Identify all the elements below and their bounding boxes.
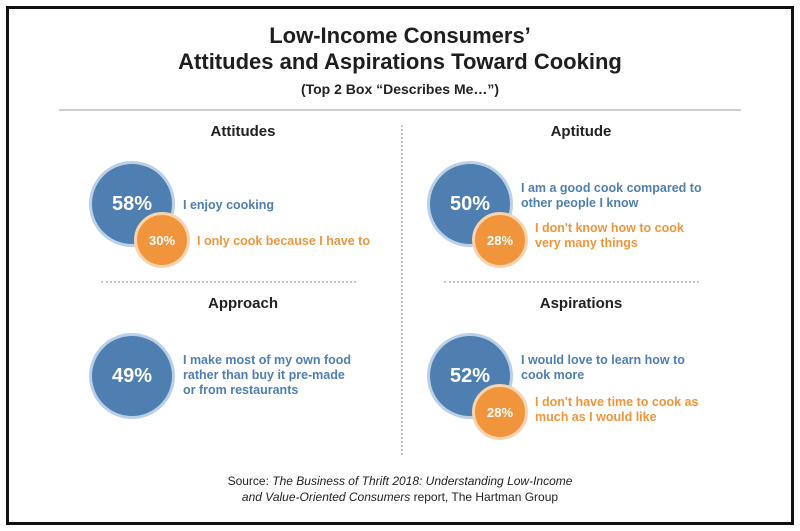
source-prefix: Source: <box>227 474 273 488</box>
source-title-1: The Business of Thrift 2018: Understandi… <box>272 474 573 488</box>
vertical-divider <box>401 125 403 455</box>
panel-heading: Aptitude <box>550 123 612 140</box>
value-circle-large: 52% <box>427 333 513 419</box>
item-label: I enjoy cooking <box>183 198 274 212</box>
value-circle-large: 49% <box>89 333 175 419</box>
panel-aspirations: Aspirations 52% 28% I would love to lear… <box>411 295 751 445</box>
source-suffix: report, The Hartman Group <box>410 490 559 504</box>
left-divider <box>101 281 356 283</box>
value-circle-small: 28% <box>472 384 528 440</box>
title-line-2: Attitudes and Aspirations Toward Cooking <box>178 49 622 74</box>
source-title-2: and Value-Oriented Consumers <box>241 490 411 504</box>
panel-attitudes: Attitudes 58% 30% I enjoy cooking I only… <box>73 123 413 273</box>
item-label: I don't have time to cook as much as I w… <box>535 395 699 424</box>
panel-aptitude: Aptitude 50% 28% I am a good cook compar… <box>411 123 751 273</box>
item-label: I am a good cook compared to other peopl… <box>521 181 702 210</box>
title-line-1: Low-Income Consumers’ <box>269 23 531 48</box>
value-circle-small: 30% <box>134 212 190 268</box>
subtitle: (Top 2 Box “Describes Me…”) <box>300 81 500 97</box>
panel-heading: Aspirations <box>539 295 623 312</box>
item-label: I don't know how to cook very many thing… <box>535 221 684 250</box>
item-label: I make most of my own food rather than b… <box>183 353 352 397</box>
right-divider <box>444 281 699 283</box>
item-label: I would love to learn how to cook more <box>521 353 685 382</box>
infographic-frame: Low-Income Consumers’ Attitudes and Aspi… <box>6 6 794 525</box>
panel-approach: Approach 49% I make most of my own food … <box>73 295 413 445</box>
title-divider <box>59 109 741 111</box>
panel-heading: Approach <box>207 295 278 312</box>
source-note: Source: The Business of Thrift 2018: Und… <box>9 473 791 505</box>
value-circle-small: 28% <box>472 212 528 268</box>
panel-heading: Attitudes <box>210 123 276 140</box>
item-label: I only cook because I have to <box>197 234 370 248</box>
